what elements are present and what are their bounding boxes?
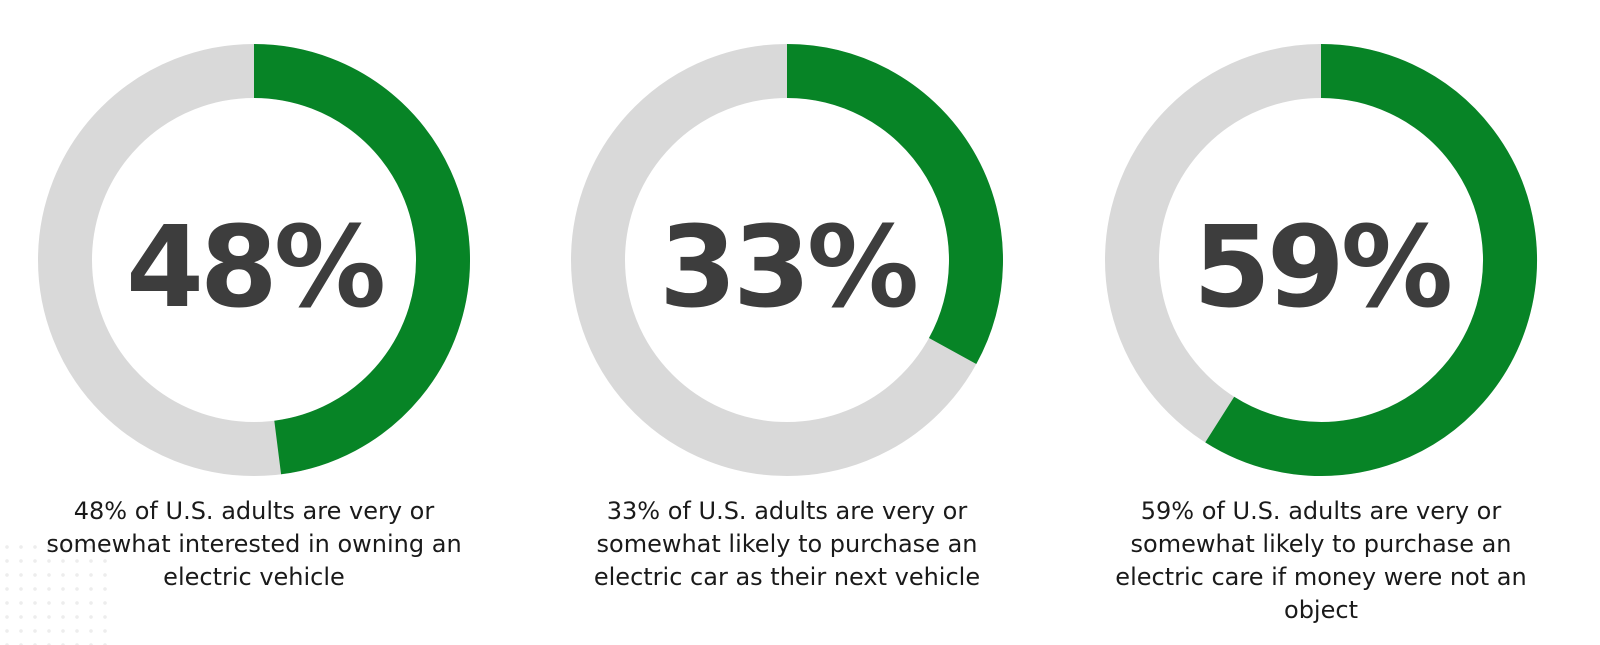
stat-card-interest: 48% 48% of U.S. adults are very or somew… (24, 42, 484, 642)
donut-value-arc (253, 44, 470, 475)
donut-value-arc (786, 44, 1003, 365)
stat-caption: 59% of U.S. adults are very or somewhat … (1115, 497, 1527, 624)
stat-caption: 48% of U.S. adults are very or somewhat … (46, 497, 462, 591)
stat-card-money-no-object: 59% 59% of U.S. adults are very or somew… (1091, 42, 1551, 642)
stat-percentage: 48% (125, 203, 386, 333)
donut-value-arc (1205, 44, 1537, 476)
dot-pattern-decoration (0, 540, 110, 645)
stat-caption: 33% of U.S. adults are very or somewhat … (593, 497, 981, 591)
donut-chart-next-vehicle (571, 44, 1003, 476)
stat-card-next-vehicle: 33% 33% of U.S. adults are very or somew… (557, 42, 1017, 642)
donut-chart-interest (38, 44, 470, 476)
stat-percentage: 33% (658, 203, 919, 333)
donut-chart-money-no-object (1105, 44, 1537, 476)
stat-percentage: 59% (1192, 203, 1453, 333)
